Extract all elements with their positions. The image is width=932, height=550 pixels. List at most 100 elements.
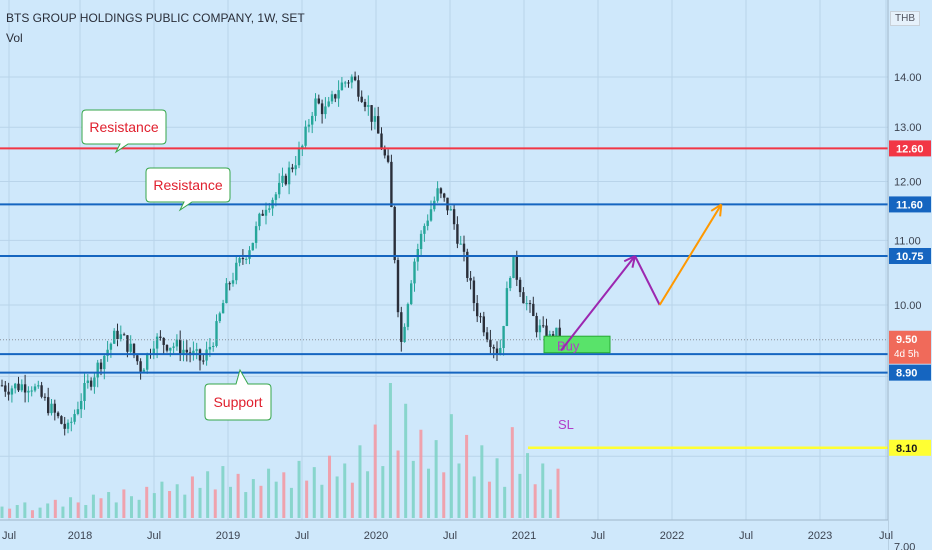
candle-body: [47, 397, 50, 414]
volume-bar: [228, 486, 232, 518]
candle-body: [103, 355, 106, 370]
volume-bar: [427, 468, 431, 518]
time-tick-label: Jul: [879, 530, 893, 542]
candle-body: [152, 348, 155, 355]
price-tick-label: 13.00: [894, 122, 922, 134]
volume-bar: [23, 502, 27, 518]
volume-bar: [107, 492, 111, 518]
candle-body: [109, 343, 113, 350]
volume-bar: [282, 472, 286, 518]
volume-bar: [251, 479, 255, 518]
time-tick-label: Jul: [295, 530, 309, 542]
projection-leg: [634, 255, 661, 306]
volume-bar: [91, 494, 95, 518]
volume-bar: [419, 429, 423, 518]
candle-body: [429, 209, 433, 221]
candle-body: [215, 321, 218, 346]
candle-body: [17, 383, 20, 391]
last-price-badge: 9.50: [896, 334, 917, 346]
volume-bar: [411, 460, 415, 518]
candle-body: [129, 343, 132, 352]
volume-bar: [190, 476, 194, 518]
candle-body: [175, 339, 179, 347]
candle-body: [93, 377, 96, 387]
candle-body: [56, 412, 60, 417]
volume-bar: [183, 494, 187, 518]
candle-body: [274, 194, 278, 200]
volume-bar: [30, 510, 34, 518]
candle-body: [53, 403, 56, 413]
candle-body: [225, 283, 228, 304]
volume-bar: [343, 463, 347, 518]
volume-bar: [541, 463, 545, 518]
currency-badge[interactable]: THB: [890, 11, 920, 26]
candle-body: [373, 116, 377, 122]
candle-body: [212, 345, 215, 347]
projection-leg: [658, 203, 723, 306]
volume-bar: [137, 499, 141, 518]
candle-body: [7, 391, 10, 395]
level-badge-bg: [889, 364, 931, 381]
volume-bar: [358, 445, 362, 518]
callout-text: Support: [213, 394, 262, 410]
candle-body: [327, 101, 330, 107]
candle-body: [311, 115, 314, 125]
candle-body: [317, 98, 320, 104]
candle-body: [449, 209, 452, 211]
candle-body: [122, 334, 126, 336]
candle-body: [238, 258, 241, 263]
candle-body: [40, 385, 43, 397]
candle-body: [469, 277, 472, 281]
candle-body: [360, 96, 363, 102]
time-tick-label: Jul: [591, 530, 605, 542]
projection-layer: [560, 203, 723, 352]
level-badge: 12.60: [896, 143, 924, 155]
volume-bar: [129, 496, 133, 518]
callout-bubble: [145, 167, 231, 212]
candle-body: [347, 82, 350, 84]
candle-body: [60, 416, 63, 424]
price-tick-label: 11.00: [894, 235, 921, 247]
volume-bar: [457, 463, 461, 518]
candle-body: [406, 304, 410, 327]
volume-layer: [0, 383, 560, 518]
candle-body: [320, 103, 324, 115]
volume-bar: [0, 506, 4, 518]
candle-body: [324, 106, 327, 115]
callout-bubble: [204, 368, 272, 421]
candle-body: [136, 355, 139, 362]
time-tick-label: 2021: [512, 530, 536, 542]
candle-body: [113, 330, 116, 344]
candle-body: [304, 126, 307, 146]
candle-body: [218, 313, 221, 322]
candle-body: [479, 316, 482, 318]
candle-body: [518, 279, 522, 293]
candle-body: [23, 384, 27, 393]
candle-body: [146, 353, 149, 370]
candle-body: [106, 349, 109, 356]
candle-body: [264, 209, 268, 216]
candle-body: [258, 213, 261, 227]
candle-body: [393, 207, 396, 261]
candle-body: [172, 346, 175, 348]
volume-bar: [381, 466, 385, 518]
time-axis-bg: [0, 520, 888, 550]
volume-legend-label[interactable]: Vol: [6, 31, 23, 45]
symbol-title[interactable]: BTS GROUP HOLDINGS PUBLIC COMPANY, 1W, S…: [6, 11, 305, 25]
arrow-head: [719, 204, 723, 217]
candle-body: [0, 385, 4, 387]
candle-body: [50, 403, 53, 414]
candle-body: [492, 346, 495, 349]
volume-bar: [76, 502, 80, 518]
level-badge-bg: [889, 196, 931, 213]
candle-body: [495, 348, 499, 355]
time-tick-label: 2023: [808, 530, 832, 542]
candle-body: [337, 90, 340, 99]
candle-body: [350, 76, 353, 83]
candle-body: [452, 209, 456, 225]
callout-text: Resistance: [153, 177, 222, 193]
candle-body: [4, 385, 7, 392]
candle-body: [132, 343, 136, 356]
volume-bar: [236, 473, 240, 518]
volume-bar: [449, 414, 453, 518]
